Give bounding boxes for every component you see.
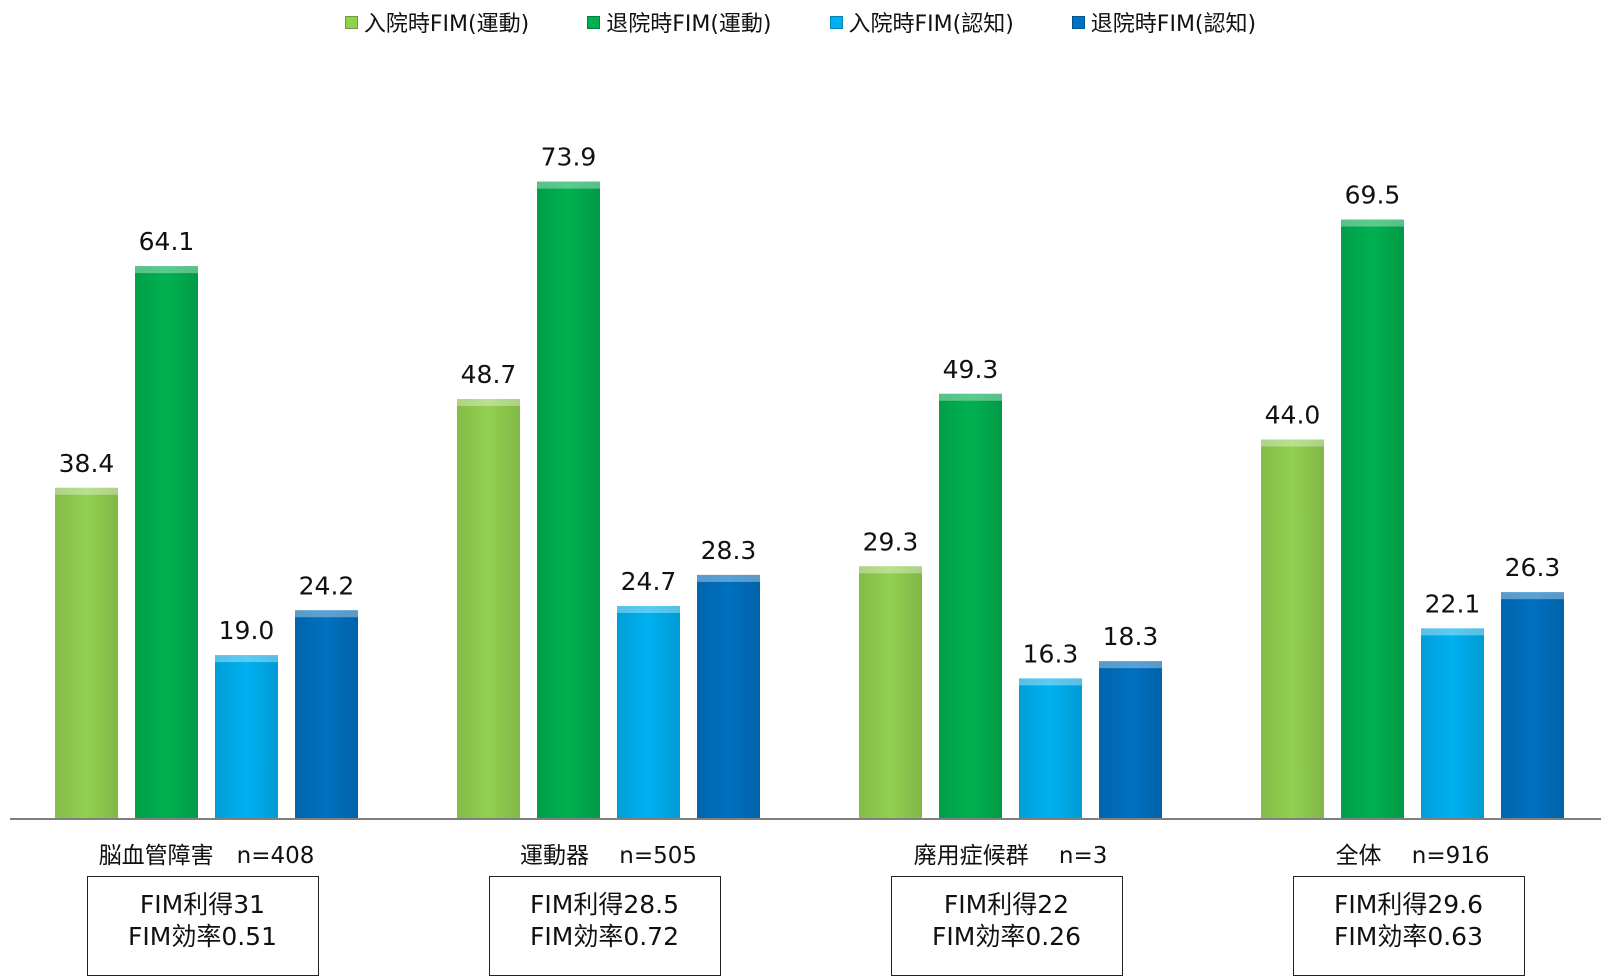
fim-stats-box-1: FIM利得28.5 FIM効率0.72: [488, 876, 721, 976]
value-label-2-3: 18.3: [1103, 622, 1159, 651]
category-label-2: 廃用症候群 n=3: [913, 843, 1108, 869]
fim-efficiency-label-0: FIM効率0.51: [128, 922, 277, 951]
fim-efficiency-label-3: FIM効率0.63: [1334, 922, 1483, 951]
fim-gain-label-3: FIM利得29.6: [1334, 890, 1483, 919]
bar-cap-2-0: [859, 566, 922, 574]
legend-swatch-0: [344, 15, 358, 29]
legend-item-2: 入院時FIM(認知): [829, 6, 1014, 38]
fim-efficiency-label-2: FIM効率0.26: [932, 922, 1081, 951]
value-label-0-2: 19.0: [219, 616, 275, 645]
bar-cap-3-0: [1261, 439, 1324, 447]
bar-shade-0-1: [135, 266, 198, 819]
legend-item-3: 退院時FIM(認知): [1071, 6, 1257, 38]
bar-shade-0-2: [215, 655, 278, 819]
bar-cap-3-1: [1341, 219, 1404, 227]
bar-cap-0-1: [135, 266, 198, 274]
bar-cap-1-2: [617, 605, 680, 613]
value-label-3-0: 44.0: [1265, 401, 1321, 430]
fim-gain-label-2: FIM利得22: [943, 890, 1070, 919]
fim-gain-label-0: FIM利得31: [139, 890, 266, 919]
bar-shade-2-3: [1099, 661, 1162, 819]
legend-item-0: 入院時FIM(運動): [344, 6, 530, 38]
bar-cap-3-3: [1501, 592, 1564, 600]
bar-shade-3-1: [1341, 219, 1404, 819]
fim-stats-box-0: FIM利得31 FIM効率0.51: [86, 876, 319, 976]
value-label-1-2: 24.7: [621, 567, 677, 596]
value-label-1-1: 73.9: [541, 143, 597, 172]
bar-shade-1-3: [697, 574, 760, 819]
value-label-2-2: 16.3: [1023, 639, 1079, 668]
value-label-3-1: 69.5: [1345, 181, 1401, 210]
value-label-0-0: 38.4: [59, 449, 115, 478]
legend-swatch-1: [587, 15, 601, 29]
fim-stats-box-3: FIM利得29.6 FIM効率0.63: [1292, 876, 1525, 976]
value-label-0-1: 64.1: [139, 227, 195, 256]
fim-gain-label-1: FIM利得28.5: [530, 890, 679, 919]
legend-item-1: 退院時FIM(運動): [587, 6, 772, 38]
bar-cap-1-1: [537, 181, 600, 189]
value-label-1-3: 28.3: [701, 536, 757, 565]
bar-cap-0-3: [295, 610, 358, 618]
bar-shade-1-1: [537, 181, 600, 820]
bar-shade-2-0: [859, 566, 922, 819]
bar-cap-1-0: [457, 398, 520, 406]
value-label-2-0: 29.3: [863, 527, 919, 556]
bar-cap-2-2: [1019, 678, 1082, 686]
value-label-1-0: 48.7: [461, 360, 517, 389]
category-label-3: 全体 n=916: [1335, 843, 1490, 869]
fim-stats-box-2: FIM利得22 FIM効率0.26: [890, 876, 1123, 976]
legend-label-2: 入院時FIM(認知): [848, 12, 1014, 37]
bar-shade-1-2: [617, 605, 680, 819]
bar-cap-1-3: [697, 574, 760, 582]
bar-cap-0-2: [215, 655, 278, 663]
legend-swatch-2: [829, 15, 843, 29]
bar-shade-3-0: [1261, 439, 1324, 819]
category-label-0: 脳血管障害 n=408: [98, 843, 315, 869]
bar-shade-0-0: [55, 487, 118, 819]
fim-efficiency-label-1: FIM効率0.72: [530, 922, 679, 951]
bar-shade-3-3: [1501, 592, 1564, 819]
bar-cap-0-0: [55, 487, 118, 495]
bar-shade-3-2: [1421, 628, 1484, 819]
legend-label-0: 入院時FIM(運動): [363, 12, 530, 37]
bar-shade-1-0: [457, 398, 520, 819]
value-label-3-2: 22.1: [1425, 589, 1481, 618]
value-label-0-3: 24.2: [299, 571, 355, 600]
legend-swatch-3: [1071, 15, 1085, 29]
bar-cap-2-1: [939, 393, 1002, 401]
legend-label-1: 退院時FIM(運動): [606, 12, 772, 37]
category-label-1: 運動器 n=505: [519, 843, 698, 869]
value-label-2-1: 49.3: [943, 355, 999, 384]
bar-cap-2-3: [1099, 661, 1162, 669]
legend-label-3: 退院時FIM(認知): [1090, 12, 1257, 37]
bar-shade-2-2: [1019, 678, 1082, 819]
bar-shade-2-1: [939, 393, 1002, 819]
legend: 入院時FIM(運動) 退院時FIM(運動) 入院時FIM(認知) 退院時FIM(…: [0, 6, 1601, 38]
bar-cap-3-2: [1421, 628, 1484, 636]
bar-shade-0-3: [295, 610, 358, 819]
value-label-3-3: 26.3: [1505, 553, 1561, 582]
